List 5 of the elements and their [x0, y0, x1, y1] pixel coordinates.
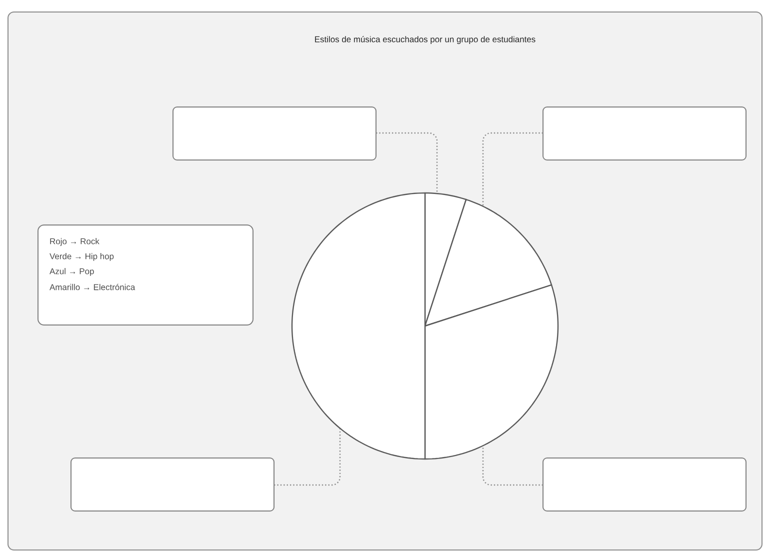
- chart-title: Estilos de música escuchados por un grupo de estudiantes: [315, 36, 536, 44]
- text: Verde → Hip hop: [50, 253, 114, 261]
- text: Azul → Pop: [50, 268, 94, 276]
- text: Amarillo → Electrónica: [50, 284, 136, 290]
- text: Rojo → Rock: [50, 238, 100, 246]
